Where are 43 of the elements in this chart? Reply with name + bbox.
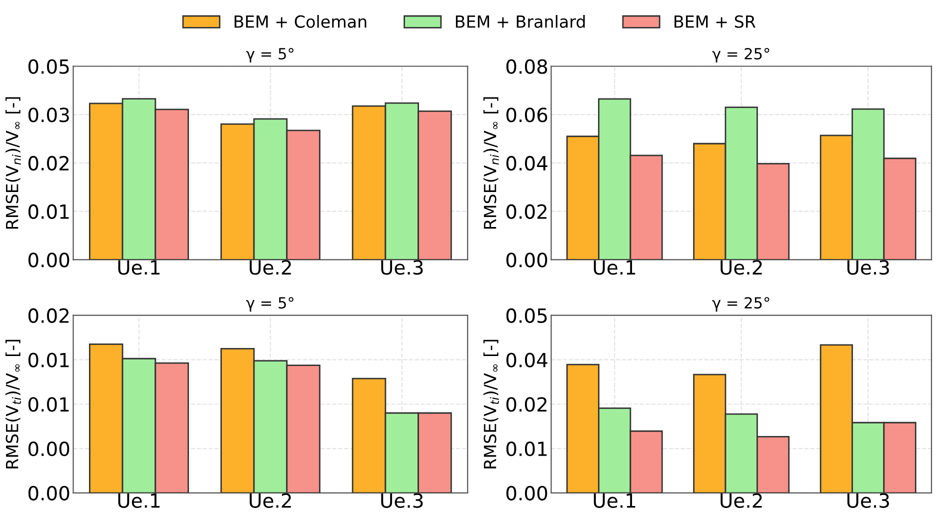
y-tick-label: 0.06 — [506, 108, 548, 122]
x-tick-label: Ue.3 — [381, 493, 423, 508]
y-tick-label: 0.02 — [28, 156, 69, 171]
y-tick-label: 0.00 — [506, 252, 548, 268]
y-axis-title: RMSE(V$_{ni}$)/V$_{∞}$ [-] — [483, 97, 499, 229]
x-tick-label: Ue.1 — [594, 260, 636, 275]
legend-label: BEM + Branlard — [456, 15, 585, 28]
x-tick-label: Ue.1 — [118, 494, 160, 508]
x-tick-label: Ue.2 — [720, 493, 762, 508]
x-tick-label: Ue.1 — [594, 494, 636, 508]
x-tick-label: Ue.3 — [847, 260, 889, 275]
y-tick-label: 0.03 — [28, 108, 69, 122]
chart-title: γ = 5° — [246, 48, 294, 62]
y-tick-label: 0.01 — [28, 204, 69, 219]
y-tick-label: 0.00 — [28, 252, 70, 268]
chart-title: γ = 25° — [712, 48, 770, 62]
x-tick-label: Ue.1 — [118, 260, 160, 275]
y-tick-label: 0.02 — [506, 397, 546, 412]
x-tick-label: Ue.2 — [720, 260, 762, 275]
y-tick-label: 0.00 — [506, 486, 548, 501]
y-tick-label: 0.02 — [28, 308, 69, 324]
y-axis-title: RMSE(V$_{ti}$)/V$_{∞}$ [-] — [483, 340, 499, 468]
y-tick-label: 0.05 — [506, 308, 547, 324]
legend-label: BEM + SR — [674, 15, 756, 28]
chart-title: γ = 25° — [712, 297, 770, 312]
y-tick-label: 0.01 — [506, 441, 547, 456]
y-tick-label: 0.04 — [506, 352, 548, 368]
y-axis-title: RMSE(V$_{ni}$)/V$_{∞}$ [-] — [5, 97, 21, 229]
y-tick-label: 0.08 — [506, 59, 548, 74]
y-tick-label: 0.05 — [28, 59, 69, 74]
y-tick-label: 0.01 — [28, 397, 69, 412]
y-tick-label: 0.00 — [28, 441, 70, 456]
y-tick-label: 0.04 — [506, 156, 548, 171]
y-axis-title: RMSE(V$_{ti}$)/V$_{∞}$ [-] — [5, 340, 21, 468]
y-tick-label: 0.01 — [28, 352, 69, 368]
y-tick-label: 0.02 — [506, 204, 546, 219]
x-tick-label: Ue.3 — [381, 260, 423, 275]
x-tick-label: Ue.3 — [847, 493, 889, 508]
legend-label: BEM + Coleman — [234, 15, 366, 28]
x-tick-label: Ue.2 — [250, 260, 291, 275]
y-tick-label: 0.00 — [28, 486, 70, 501]
x-tick-label: Ue.2 — [250, 493, 291, 508]
chart-title: γ = 5° — [246, 297, 294, 312]
